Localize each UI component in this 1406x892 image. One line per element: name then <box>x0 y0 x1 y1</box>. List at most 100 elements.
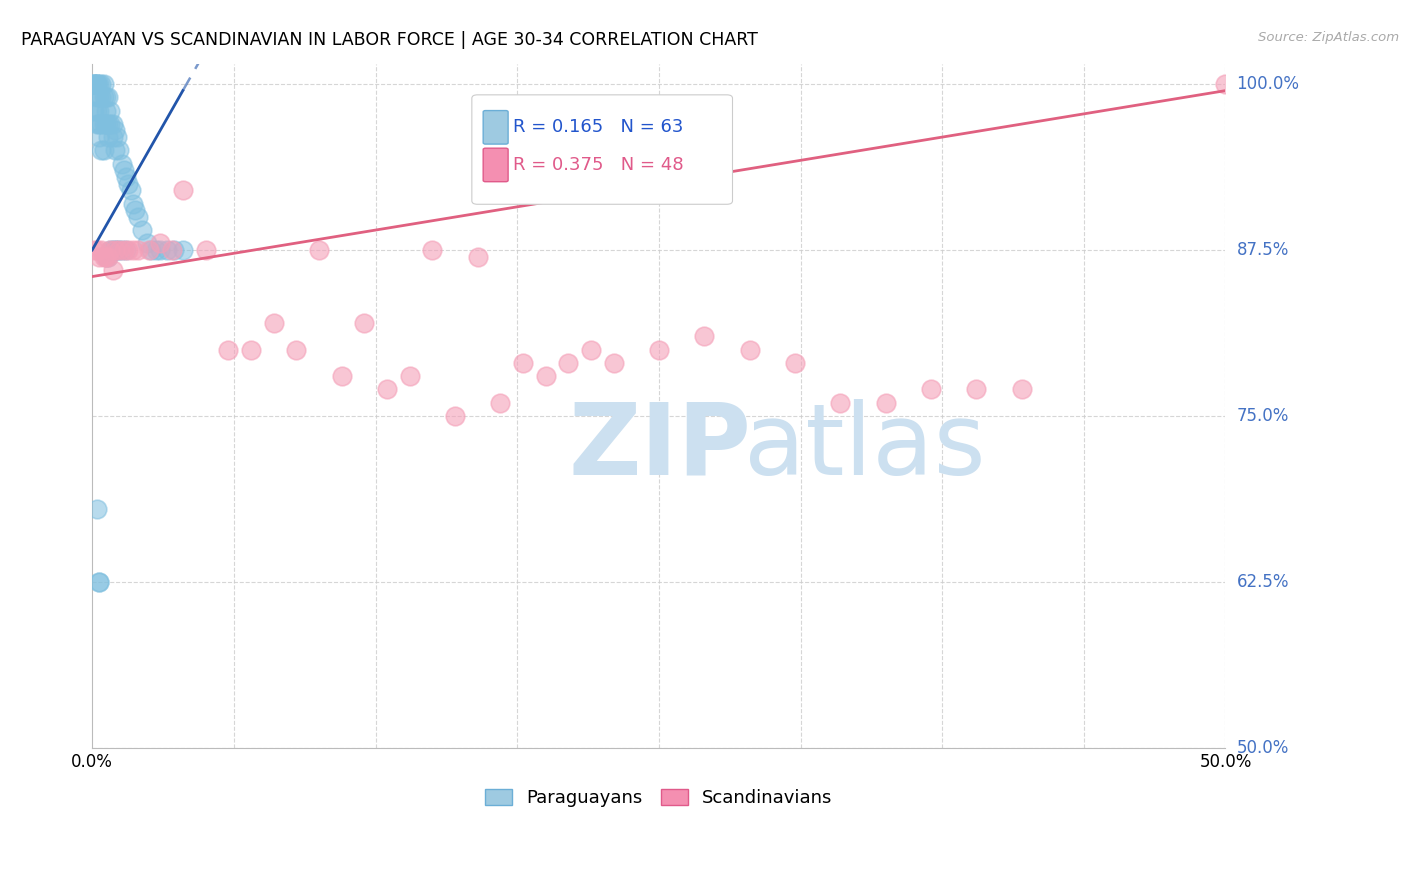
Text: 100.0%: 100.0% <box>1237 75 1299 93</box>
Point <box>579 343 602 357</box>
Text: atlas: atlas <box>744 399 986 496</box>
Point <box>97 250 120 264</box>
Point <box>135 236 157 251</box>
Point <box>87 250 110 264</box>
Point <box>1011 383 1033 397</box>
Point <box>98 243 121 257</box>
Point <box>149 236 172 251</box>
Point <box>93 90 115 104</box>
Point <box>534 369 557 384</box>
Point <box>108 243 131 257</box>
Point <box>87 90 110 104</box>
Point <box>83 243 105 257</box>
Text: 62.5%: 62.5% <box>1237 573 1289 591</box>
Point <box>163 243 186 257</box>
Text: ZIP: ZIP <box>568 399 751 496</box>
Point <box>104 243 127 257</box>
Text: 75.0%: 75.0% <box>1237 407 1289 425</box>
Point <box>172 243 194 257</box>
Point <box>90 243 112 257</box>
Point <box>86 117 108 131</box>
Point <box>557 356 579 370</box>
Point <box>308 243 330 257</box>
Point <box>83 77 105 91</box>
Point <box>217 343 239 357</box>
Point <box>86 77 108 91</box>
Point <box>145 243 167 257</box>
Point <box>87 574 110 589</box>
Point <box>83 77 105 91</box>
Point <box>90 90 112 104</box>
Point <box>83 103 105 118</box>
Text: 50.0%: 50.0% <box>1237 739 1289 757</box>
Point <box>120 183 142 197</box>
Point <box>87 130 110 145</box>
Point <box>239 343 262 357</box>
Text: 87.5%: 87.5% <box>1237 241 1289 259</box>
Point <box>738 343 761 357</box>
Point <box>138 243 160 257</box>
Point <box>920 383 942 397</box>
FancyBboxPatch shape <box>484 148 508 182</box>
FancyBboxPatch shape <box>472 95 733 204</box>
Point <box>97 117 120 131</box>
Legend: Paraguayans, Scandinavians: Paraguayans, Scandinavians <box>478 781 839 814</box>
Point <box>375 383 398 397</box>
Point <box>94 250 117 264</box>
Point <box>112 243 135 257</box>
Text: Source: ZipAtlas.com: Source: ZipAtlas.com <box>1258 31 1399 45</box>
Point <box>94 117 117 131</box>
Point <box>124 203 146 218</box>
Point <box>90 77 112 91</box>
Point <box>172 183 194 197</box>
Point <box>101 263 124 277</box>
Point <box>467 250 489 264</box>
Point <box>104 243 127 257</box>
Point <box>87 117 110 131</box>
Point <box>101 130 124 145</box>
Point <box>90 144 112 158</box>
Point <box>127 243 149 257</box>
Point <box>420 243 443 257</box>
Point <box>115 243 138 257</box>
Point <box>131 223 153 237</box>
Point <box>87 77 110 91</box>
Point <box>97 90 120 104</box>
Point <box>398 369 420 384</box>
Point <box>194 243 217 257</box>
Point <box>875 395 897 409</box>
Point <box>111 243 134 257</box>
Point <box>512 356 534 370</box>
Point <box>965 383 987 397</box>
Point <box>122 196 145 211</box>
Point <box>93 250 115 264</box>
Point <box>104 144 127 158</box>
Point <box>783 356 806 370</box>
Point <box>111 156 134 170</box>
Point <box>90 117 112 131</box>
Point <box>112 163 135 178</box>
Point <box>86 90 108 104</box>
Point <box>263 316 285 330</box>
Point <box>115 169 138 184</box>
Point <box>105 243 128 257</box>
Point <box>94 90 117 104</box>
Point <box>127 210 149 224</box>
Point <box>693 329 716 343</box>
Text: PARAGUAYAN VS SCANDINAVIAN IN LABOR FORCE | AGE 30-34 CORRELATION CHART: PARAGUAYAN VS SCANDINAVIAN IN LABOR FORC… <box>21 31 758 49</box>
Point <box>86 502 108 516</box>
Point <box>830 395 852 409</box>
Point <box>117 177 139 191</box>
Point <box>156 243 179 257</box>
Point <box>104 123 127 137</box>
Point <box>86 103 108 118</box>
Point <box>93 77 115 91</box>
Point <box>285 343 308 357</box>
Point <box>87 574 110 589</box>
Point <box>83 77 105 91</box>
Point <box>97 130 120 145</box>
Point <box>122 243 145 257</box>
Point <box>93 144 115 158</box>
Point <box>105 130 128 145</box>
Point <box>97 250 120 264</box>
